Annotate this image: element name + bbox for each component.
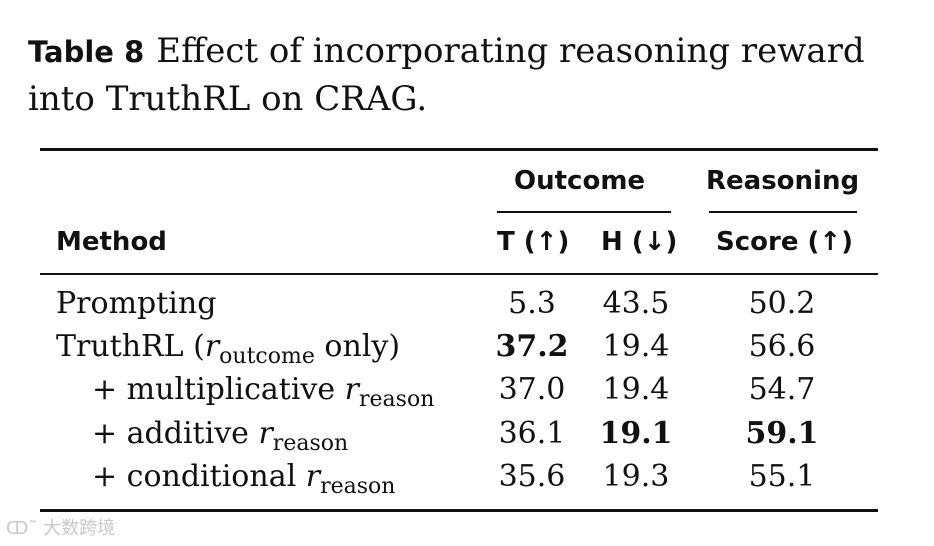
caption-text-line-2: into TruthRL on CRAG. (28, 79, 428, 119)
table-caption: Table 8 Effect of incorporating reasoning… (28, 28, 908, 123)
method-prefix: + conditional (92, 459, 306, 494)
table-header-rule (40, 273, 878, 275)
row-t-value: 37.2 (495, 329, 569, 364)
row-method: + conditional rreason (92, 459, 395, 499)
row-method: Prompting (56, 286, 217, 321)
row-t-value: 36.1 (498, 416, 566, 451)
method-suffix: only) (314, 329, 401, 364)
row-score-value: 55.1 (748, 459, 816, 494)
reward-symbol: r (204, 329, 220, 364)
reward-symbol: r (344, 372, 359, 407)
column-header-h: H (↓) (601, 227, 678, 257)
row-score-value: 54.7 (748, 372, 816, 407)
caption-line-1: Table 8 Effect of incorporating reasoning… (28, 28, 908, 76)
watermark-logo-icon: ↀ˜ (6, 518, 44, 539)
caption-text-line-1: Effect of incorporating reasoning reward (156, 31, 865, 71)
table-bottom-rule (40, 509, 878, 512)
row-t-value: 37.0 (498, 372, 566, 407)
outcome-group-rule (497, 211, 671, 213)
row-score-value: 56.6 (748, 329, 816, 364)
reward-subscript: reason (320, 474, 396, 499)
column-header-method: Method (56, 227, 167, 257)
column-header-t: T (↑) (497, 227, 570, 257)
row-h-value: 19.3 (602, 459, 670, 494)
watermark-text: 大数跨境 (43, 518, 116, 539)
method-prefix: + multiplicative (92, 372, 345, 407)
column-header-score: Score (↑) (716, 227, 854, 257)
row-h-value: 19.4 (602, 372, 670, 407)
row-t-value: 5.3 (508, 286, 556, 321)
row-method: + additive rreason (92, 416, 348, 456)
row-t-value: 35.6 (498, 459, 566, 494)
group-header-outcome: Outcome (514, 166, 646, 196)
caption-label: Table 8 (28, 35, 145, 69)
reward-subscript: outcome (219, 344, 315, 369)
reward-symbol: r (305, 459, 321, 494)
method-prefix: TruthRL ( (56, 329, 205, 364)
reward-subscript: reason (359, 387, 435, 412)
method-prefix: + additive (92, 416, 259, 451)
row-score-value: 50.2 (748, 286, 816, 321)
row-h-value: 19.1 (599, 416, 673, 451)
row-method: TruthRL (routcome only) (56, 329, 401, 369)
table-top-rule (40, 148, 878, 151)
row-method: + multiplicative rreason (92, 372, 434, 412)
reasoning-group-rule (709, 211, 857, 213)
row-h-value: 43.5 (602, 286, 670, 321)
row-h-value: 19.4 (602, 329, 670, 364)
reward-subscript: reason (272, 431, 349, 456)
row-score-value: 59.1 (745, 416, 819, 451)
group-header-reasoning: Reasoning (706, 166, 860, 196)
reward-symbol: r (258, 416, 273, 451)
watermark: ↀ˜ 大数跨境 (6, 514, 115, 540)
